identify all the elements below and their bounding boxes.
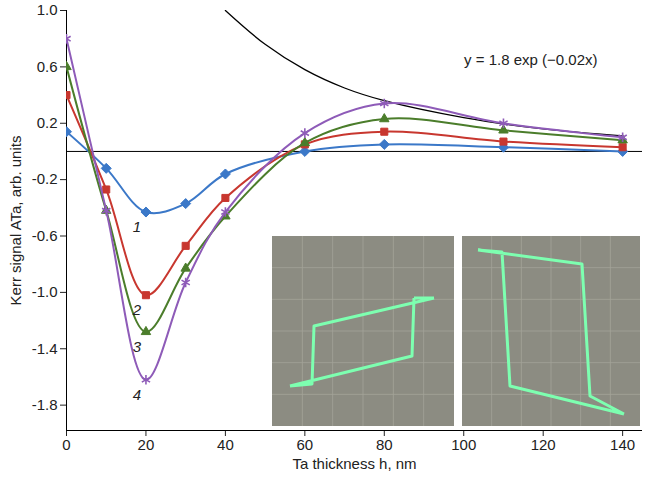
svg-text:-0.6: -0.6 bbox=[32, 227, 58, 244]
svg-text:-1.8: -1.8 bbox=[32, 396, 58, 413]
svg-text:80: 80 bbox=[376, 436, 393, 453]
svg-text:-0.2: -0.2 bbox=[32, 170, 58, 187]
svg-text:0.2: 0.2 bbox=[37, 114, 58, 131]
svg-text:60: 60 bbox=[297, 436, 314, 453]
svg-text:140: 140 bbox=[610, 436, 635, 453]
svg-text:120: 120 bbox=[531, 436, 556, 453]
svg-text:0.6: 0.6 bbox=[37, 58, 58, 75]
svg-text:1.0: 1.0 bbox=[37, 1, 58, 18]
svg-text:Ta thickness h, nm: Ta thickness h, nm bbox=[292, 455, 416, 472]
svg-text:4: 4 bbox=[133, 386, 141, 403]
svg-text:40: 40 bbox=[217, 436, 234, 453]
svg-text:2: 2 bbox=[132, 301, 142, 318]
svg-text:-1.0: -1.0 bbox=[32, 283, 58, 300]
svg-text:20: 20 bbox=[138, 436, 155, 453]
svg-text:0: 0 bbox=[62, 436, 70, 453]
svg-text:-1.4: -1.4 bbox=[32, 340, 58, 357]
svg-text:y = 1.8 exp (−0.02x): y = 1.8 exp (−0.02x) bbox=[464, 51, 597, 68]
svg-text:Kerr signal ATa, arb. units: Kerr signal ATa, arb. units bbox=[7, 136, 24, 306]
svg-text:1: 1 bbox=[133, 218, 141, 235]
svg-text:3: 3 bbox=[133, 338, 142, 355]
svg-text:100: 100 bbox=[451, 436, 476, 453]
